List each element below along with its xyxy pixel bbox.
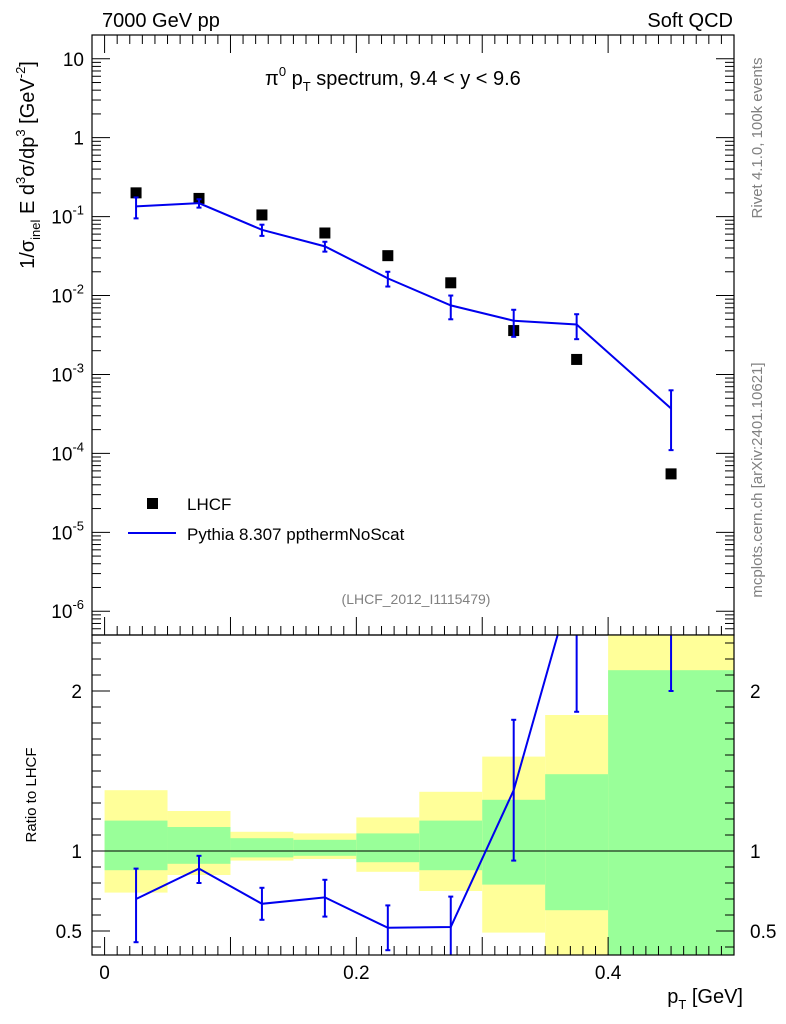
y-tick-label: 10-6 bbox=[51, 597, 84, 623]
legend-label-pythia: Pythia 8.307 ppthermNoScat bbox=[187, 525, 405, 544]
mcplots-reference-label: mcplots.cern.ch [arXiv:2401.10621] bbox=[749, 362, 766, 597]
ratio-y-axis-label: Ratio to LHCF bbox=[23, 747, 40, 842]
lhcf-data-point bbox=[571, 353, 583, 365]
ratio-plot-frame bbox=[91, 634, 735, 956]
lhcf-data-point bbox=[319, 227, 331, 239]
chart-title: π0 pT spectrum, 9.4 < y < 9.6 bbox=[265, 64, 521, 94]
ratio-band-inner bbox=[608, 670, 734, 955]
ratio-y-tick-label-left: 1 bbox=[71, 842, 82, 863]
legend-marker-lhcf bbox=[147, 498, 158, 509]
ratio-y-tick-label-right: 1 bbox=[750, 842, 761, 863]
ratio-band-inner bbox=[356, 833, 420, 863]
pythia-line bbox=[136, 202, 672, 410]
y-tick-label: 10-2 bbox=[51, 282, 84, 308]
y-tick-label: 1 bbox=[73, 129, 84, 150]
ratio-plot-panel: 0 0.2 0.4 0.5 0.5 1 1 2 2 Ratio to LHCF pT [GeV] bbox=[23, 634, 776, 1012]
lhcf-data-point bbox=[130, 187, 142, 199]
y-tick-label: 10-5 bbox=[51, 518, 84, 544]
y-tick-label: 10-4 bbox=[51, 439, 84, 465]
lhcf-data-point bbox=[445, 277, 457, 289]
ratio-band-inner bbox=[104, 820, 168, 871]
ratio-y-tick-label-left: 0.5 bbox=[56, 922, 82, 943]
y-axis-label: 1/σinel E d3σ/dp3 [GeV-2] bbox=[13, 61, 43, 269]
ratio-band-inner bbox=[293, 839, 357, 856]
analysis-id-label: (LHCF_2012_I1115479) bbox=[342, 591, 491, 607]
x-tick-label: 0.4 bbox=[595, 963, 622, 984]
ratio-band-inner bbox=[545, 774, 609, 911]
x-axis-label: pT [GeV] bbox=[667, 986, 743, 1012]
lhcf-data-point bbox=[256, 209, 268, 221]
y-tick-label: 10-3 bbox=[51, 360, 84, 386]
legend: LHCF Pythia 8.307 ppthermNoScat bbox=[128, 495, 405, 544]
y-tick-label: 10 bbox=[63, 50, 84, 71]
y-tick-label: 10-1 bbox=[51, 203, 84, 229]
x-tick-label: 0 bbox=[99, 963, 110, 984]
ratio-y-tick-label-right: 2 bbox=[750, 682, 761, 703]
rivet-version-label: Rivet 4.1.0, 100k events bbox=[749, 58, 766, 219]
main-plot-panel: 10 1 10-1 10-2 10-3 10-4 10-5 10-6 π0 pT spectr… bbox=[13, 34, 735, 636]
ratio-band-inner bbox=[419, 820, 483, 871]
header-energy-label: 7000 GeV pp bbox=[102, 10, 220, 32]
header-category-label: Soft QCD bbox=[647, 10, 733, 32]
main-plot-frame bbox=[91, 34, 735, 636]
lhcf-data-point bbox=[665, 468, 677, 480]
ratio-y-tick-label-left: 2 bbox=[71, 682, 82, 703]
ratio-y-tick-label-right: 0.5 bbox=[750, 922, 776, 943]
legend-label-lhcf: LHCF bbox=[187, 495, 231, 514]
lhcf-data-point bbox=[382, 250, 394, 262]
ratio-band-inner bbox=[230, 838, 294, 858]
x-tick-label: 0.2 bbox=[343, 963, 369, 984]
